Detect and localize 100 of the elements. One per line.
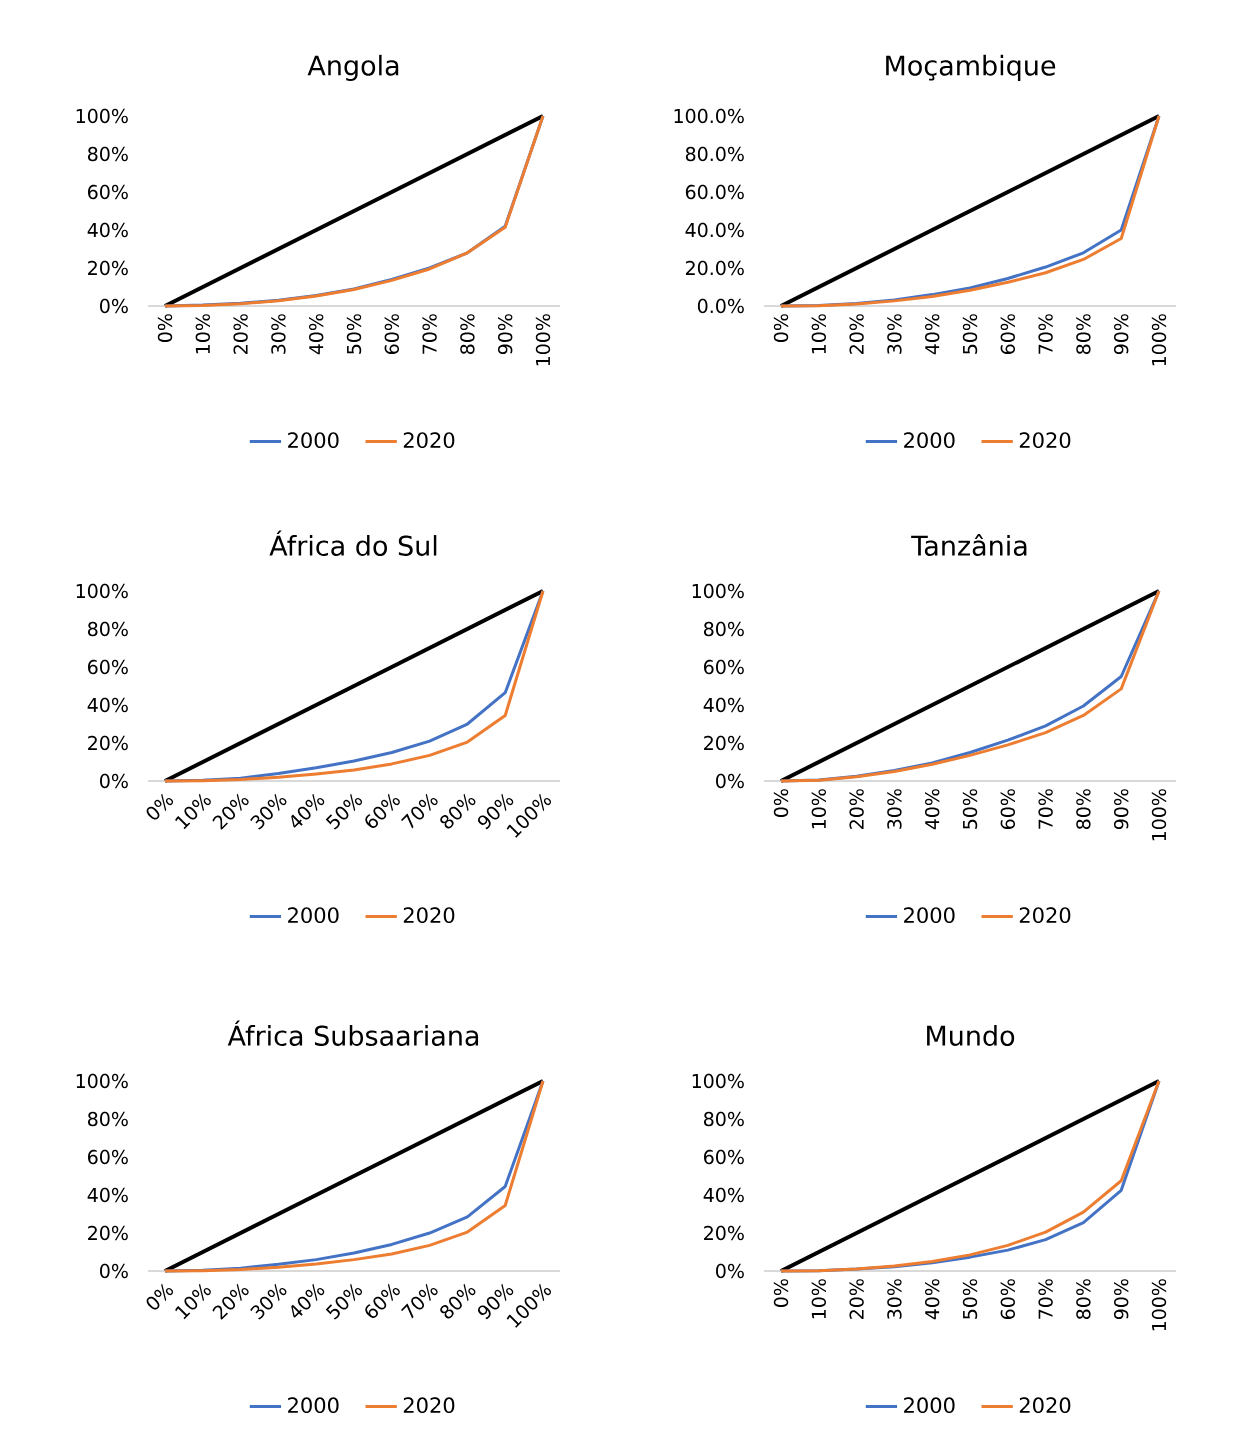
y-tick-label: 100% bbox=[692, 1073, 744, 1089]
legend-label: 2020 bbox=[403, 432, 455, 449]
x-tick-label: 20% bbox=[849, 314, 864, 354]
y-tick-label: 20% bbox=[88, 260, 128, 276]
legend-label: 2000 bbox=[904, 907, 955, 924]
legend-label: 2000 bbox=[288, 1397, 339, 1414]
x-tick-label: 40% bbox=[925, 1279, 940, 1320]
x-tick-label: 10% bbox=[811, 789, 827, 829]
x-tick-label: 10% bbox=[811, 1279, 827, 1319]
x-tick-label: 80% bbox=[1076, 1279, 1091, 1320]
x-tick-label: 60% bbox=[384, 314, 399, 354]
y-tick-label: 40% bbox=[703, 697, 744, 713]
x-tick-label: 90% bbox=[498, 314, 513, 355]
x-tick-label: 100% bbox=[1151, 789, 1167, 841]
y-tick-label: 100% bbox=[76, 1073, 128, 1089]
x-tick-label: 30% bbox=[271, 314, 286, 354]
x-tick-label: 0% bbox=[146, 793, 174, 820]
x-tick-label: 80% bbox=[460, 314, 475, 355]
y-tick-label: 80.0% bbox=[685, 146, 744, 162]
x-tick-label: 40% bbox=[925, 314, 940, 355]
y-tick-label: 20% bbox=[704, 735, 744, 751]
x-tick-label: 40% bbox=[309, 314, 324, 355]
x-tick-label: 70% bbox=[1038, 789, 1053, 829]
legend-label: 2020 bbox=[1019, 907, 1071, 924]
y-tick-label: 60% bbox=[88, 659, 128, 675]
y-tick-label: 60% bbox=[704, 1149, 744, 1165]
x-tick-label: 60% bbox=[1000, 789, 1015, 829]
x-tick-label: 40% bbox=[925, 789, 940, 830]
y-tick-label: 0% bbox=[716, 773, 744, 789]
y-tick-label: 20% bbox=[88, 1225, 128, 1241]
y-tick-label: 20% bbox=[88, 735, 128, 751]
x-tick-label: 70% bbox=[1038, 1279, 1053, 1319]
legend-label: 2000 bbox=[288, 432, 339, 449]
x-tick-label: 30% bbox=[887, 314, 902, 354]
y-tick-label: 0% bbox=[100, 298, 128, 314]
y-tick-label: 0.0% bbox=[697, 298, 744, 314]
x-tick-label: 80% bbox=[1076, 314, 1091, 355]
legend-label: 2020 bbox=[1019, 1397, 1071, 1414]
chart-title: África do Sul bbox=[269, 530, 437, 556]
y-tick-label: 20.0% bbox=[685, 260, 744, 276]
legend-label: 2020 bbox=[1019, 432, 1071, 449]
y-tick-label: 60% bbox=[88, 1149, 128, 1165]
y-tick-label: 20% bbox=[704, 1225, 744, 1241]
y-tick-label: 60% bbox=[704, 659, 744, 675]
y-tick-label: 40% bbox=[87, 1187, 128, 1203]
y-tick-label: 80% bbox=[87, 1111, 128, 1127]
y-tick-label: 0% bbox=[716, 1263, 744, 1279]
x-tick-label: 100% bbox=[1151, 1279, 1167, 1331]
y-tick-label: 100.0% bbox=[674, 108, 744, 124]
x-tick-label: 30% bbox=[887, 789, 902, 829]
y-tick-label: 40% bbox=[87, 222, 128, 238]
x-tick-label: 20% bbox=[233, 314, 248, 354]
x-tick-label: 0% bbox=[773, 1279, 789, 1307]
x-tick-label: 80% bbox=[1076, 789, 1091, 830]
x-tick-label: 50% bbox=[962, 789, 978, 829]
x-tick-label: 20% bbox=[849, 789, 864, 829]
legend-label: 2000 bbox=[904, 1397, 955, 1414]
y-tick-label: 100% bbox=[76, 108, 128, 124]
x-tick-label: 90% bbox=[1114, 789, 1129, 830]
x-tick-label: 100% bbox=[1151, 314, 1167, 366]
x-tick-label: 100% bbox=[535, 314, 551, 366]
chart-title: Angola bbox=[307, 54, 399, 81]
y-tick-label: 80% bbox=[87, 621, 128, 637]
x-tick-label: 0% bbox=[773, 789, 789, 817]
y-tick-label: 60% bbox=[88, 184, 128, 200]
x-tick-label: 0% bbox=[146, 1283, 174, 1310]
y-tick-label: 80% bbox=[703, 1111, 744, 1127]
y-tick-label: 40% bbox=[87, 697, 128, 713]
x-tick-label: 50% bbox=[346, 314, 362, 354]
y-tick-label: 80% bbox=[703, 621, 744, 637]
x-tick-label: 0% bbox=[773, 314, 789, 342]
x-tick-label: 60% bbox=[1000, 1279, 1015, 1319]
x-tick-label: 50% bbox=[962, 1279, 978, 1319]
x-tick-label: 60% bbox=[1000, 314, 1015, 354]
y-tick-label: 40% bbox=[703, 1187, 744, 1203]
chart-title: Tanzânia bbox=[911, 533, 1027, 556]
chart-title: Mundo bbox=[927, 1025, 1015, 1046]
y-tick-label: 80% bbox=[87, 146, 128, 162]
x-tick-label: 70% bbox=[1038, 314, 1053, 354]
x-tick-label: 0% bbox=[157, 314, 173, 342]
x-tick-label: 20% bbox=[849, 1279, 864, 1319]
x-tick-label: 90% bbox=[1114, 314, 1129, 355]
x-tick-label: 30% bbox=[887, 1279, 902, 1319]
y-tick-label: 0% bbox=[100, 1263, 128, 1279]
x-tick-label: 10% bbox=[811, 314, 827, 354]
y-tick-label: 100% bbox=[76, 583, 128, 599]
x-tick-label: 70% bbox=[422, 314, 437, 354]
chart-title: África Subsaariana bbox=[227, 1020, 479, 1046]
legend-label: 2020 bbox=[403, 907, 455, 924]
y-tick-label: 40.0% bbox=[685, 222, 744, 238]
x-tick-label: 90% bbox=[1114, 1279, 1129, 1320]
y-tick-label: 60.0% bbox=[685, 184, 744, 200]
chart-title: Moçambique bbox=[886, 54, 1056, 81]
y-tick-label: 100% bbox=[692, 583, 744, 599]
legend-label: 2000 bbox=[904, 432, 955, 449]
y-tick-label: 0% bbox=[100, 773, 128, 789]
x-tick-label: 50% bbox=[962, 314, 978, 354]
legend-label: 2020 bbox=[403, 1397, 455, 1414]
x-tick-label: 10% bbox=[195, 314, 211, 354]
legend-label: 2000 bbox=[288, 907, 339, 924]
